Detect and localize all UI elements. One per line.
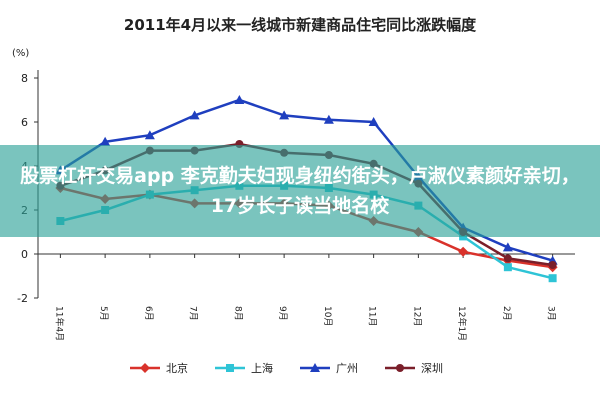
x-tick-label: 3月 bbox=[546, 306, 557, 321]
data-point bbox=[144, 130, 155, 140]
legend-marker bbox=[310, 363, 320, 372]
data-point bbox=[234, 95, 245, 104]
x-tick-label: 12月 bbox=[411, 306, 422, 326]
data-point bbox=[368, 117, 379, 126]
overlay-banner: 股票杠杆交易app 李克勤夫妇现身纽约街头，卢淑仪素颜好亲切，17岁长子读当地名… bbox=[0, 145, 600, 237]
y-tick-label: 8 bbox=[21, 72, 28, 85]
y-axis-label: (%) bbox=[12, 48, 29, 59]
data-point bbox=[548, 261, 557, 269]
data-point bbox=[279, 110, 290, 120]
x-tick-label: 11月 bbox=[367, 306, 378, 326]
chart-title: 2011年4月以来一线城市新建商品住宅同比涨跌幅度 bbox=[124, 16, 477, 34]
data-point bbox=[100, 136, 111, 146]
y-tick-label: 6 bbox=[21, 116, 28, 129]
data-point bbox=[458, 246, 469, 257]
data-point bbox=[503, 263, 512, 272]
x-tick-label: 2月 bbox=[501, 306, 512, 321]
data-point bbox=[189, 110, 200, 120]
legend-marker bbox=[140, 363, 150, 373]
y-tick-label: -2 bbox=[17, 292, 28, 305]
x-tick-label: 8月 bbox=[232, 306, 243, 321]
legend-label: 北京 bbox=[166, 361, 188, 375]
legend-label: 深圳 bbox=[421, 362, 443, 375]
legend-label: 广州 bbox=[336, 362, 358, 375]
x-tick-label: 12年1月 bbox=[456, 306, 468, 341]
data-point bbox=[548, 274, 557, 283]
overlay-text: 股票杠杆交易app 李克勤夫妇现身纽约街头，卢淑仪素颜好亲切，17岁长子读当地名… bbox=[20, 165, 580, 217]
x-tick-label: 7月 bbox=[188, 306, 199, 321]
data-point bbox=[323, 114, 334, 124]
x-tick-label: 5月 bbox=[98, 306, 109, 321]
y-tick-label: 0 bbox=[21, 248, 28, 261]
legend-label: 上海 bbox=[251, 361, 273, 375]
x-tick-label: 10月 bbox=[322, 306, 333, 326]
legend-marker bbox=[226, 364, 234, 372]
x-tick-label: 6月 bbox=[143, 306, 154, 321]
x-tick-label: 9月 bbox=[277, 306, 288, 321]
legend-marker bbox=[396, 364, 404, 372]
x-tick-label: 11年4月 bbox=[53, 306, 65, 341]
data-point bbox=[503, 254, 512, 263]
data-point bbox=[502, 242, 513, 252]
